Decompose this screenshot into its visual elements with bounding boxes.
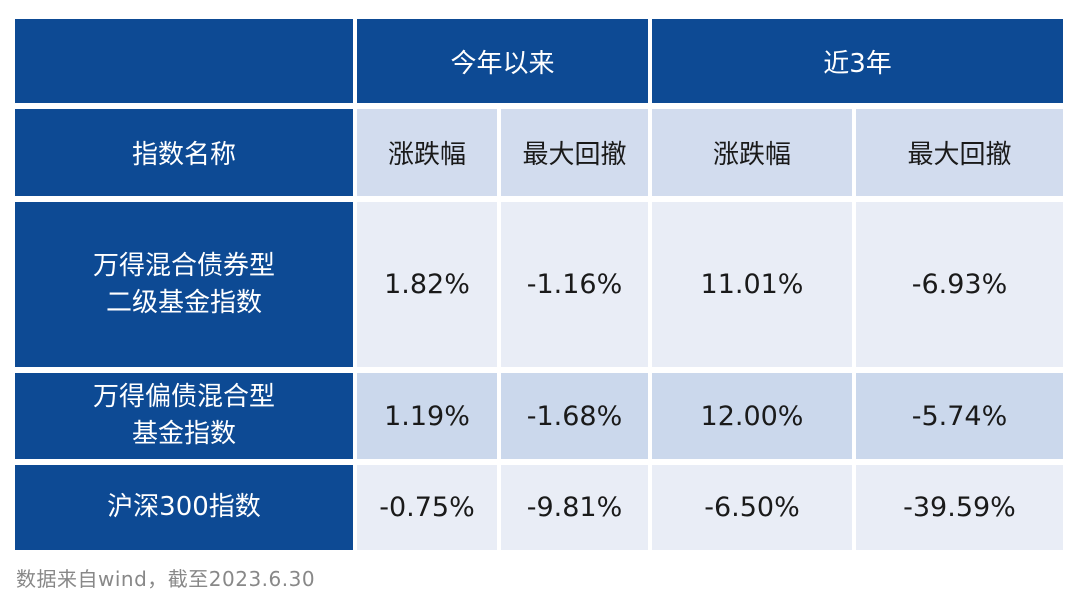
cell-r2-ytd-drawdown: -1.68% [501,373,648,459]
performance-table: 今年以来 近3年 指数名称 涨跌幅 最大回撤 涨跌幅 最大回撤 万得混合债券型 … [15,19,1063,550]
row-name-wind-bond-biased-hybrid: 万得偏债混合型 基金指数 [15,373,353,459]
subheader-3yr-change: 涨跌幅 [652,109,852,196]
cell-r1-3yr-change: 11.01% [652,202,852,367]
index-name-header: 指数名称 [15,109,353,196]
row-name-csi300: 沪深300指数 [15,465,353,550]
cell-r1-ytd-change: 1.82% [357,202,497,367]
col-group-ytd: 今年以来 [357,19,648,103]
row-name-line: 沪深300指数 [107,492,261,523]
cell-r3-ytd-change: -0.75% [357,465,497,550]
subheader-ytd-change: 涨跌幅 [357,109,497,196]
row-name-line: 基金指数 [131,419,236,449]
cell-r1-ytd-drawdown: -1.16% [501,202,648,367]
subheader-3yr-drawdown: 最大回撤 [856,109,1063,196]
row-name-wind-hybrid-bond-secondary: 万得混合债券型 二级基金指数 [15,202,353,367]
source-note: 数据来自wind，截至2023.6.30 [16,567,316,591]
col-group-3yr: 近3年 [652,19,1063,103]
row-name-line: 二级基金指数 [105,287,262,318]
subheader-ytd-drawdown: 最大回撤 [501,109,648,196]
row-name-line: 万得偏债混合型 [92,382,275,413]
cell-r2-ytd-change: 1.19% [357,373,497,459]
cell-r2-3yr-change: 12.00% [652,373,852,459]
cell-r3-3yr-drawdown: -39.59% [856,465,1063,550]
cell-r3-3yr-change: -6.50% [652,465,852,550]
cell-r2-3yr-drawdown: -5.74% [856,373,1063,459]
corner-cell [15,19,353,103]
cell-r1-3yr-drawdown: -6.93% [856,202,1063,367]
cell-r3-ytd-drawdown: -9.81% [501,465,648,550]
row-name-line: 万得混合债券型 [92,250,275,281]
